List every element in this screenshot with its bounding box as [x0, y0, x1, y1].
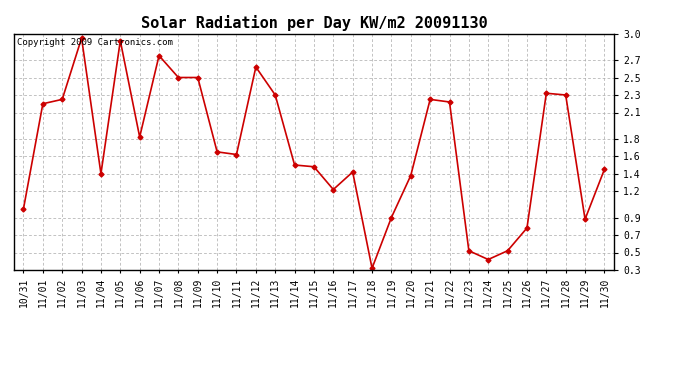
Title: Solar Radiation per Day KW/m2 20091130: Solar Radiation per Day KW/m2 20091130 — [141, 15, 487, 31]
Text: Copyright 2009 Cartronics.com: Copyright 2009 Cartronics.com — [17, 39, 172, 48]
